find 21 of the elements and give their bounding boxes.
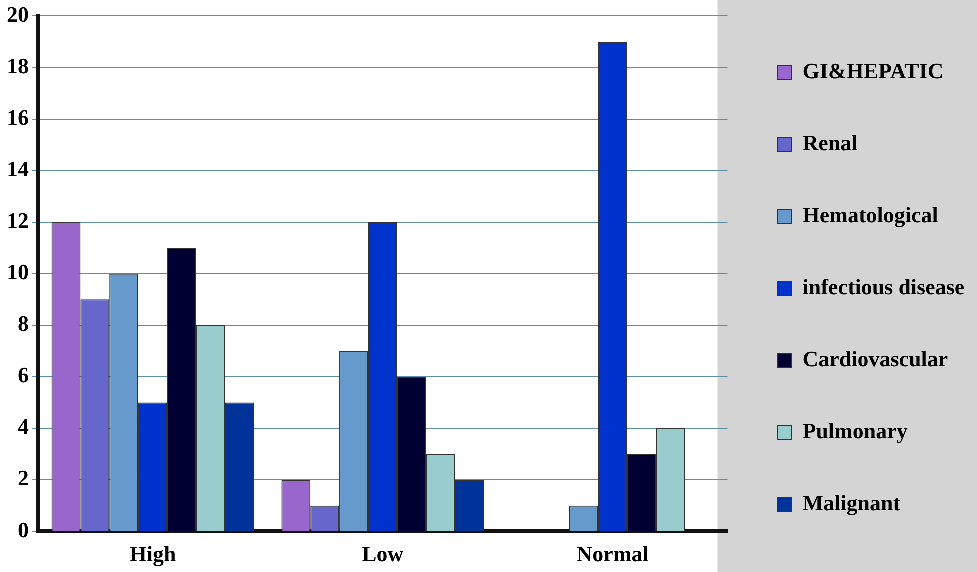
- y-tick-label: 12: [7, 208, 29, 234]
- legend-label: infectious disease: [802, 274, 965, 300]
- legend-label: Pulmonary: [802, 418, 908, 444]
- y-tick-label: 14: [7, 156, 29, 182]
- y-tick-label: 20: [7, 2, 29, 27]
- x-tick-label: Normal: [576, 541, 649, 566]
- legend-label: Cardiovascular: [802, 346, 948, 372]
- legend-label: GI&HEPATIC: [802, 58, 944, 84]
- y-tick-label: 0: [18, 517, 29, 542]
- y-tick-label: 4: [18, 414, 29, 440]
- legend-label: Hematological: [802, 202, 938, 228]
- y-tick-label: 6: [18, 362, 29, 388]
- y-tick-label: 16: [7, 104, 29, 130]
- y-tick-label: 18: [7, 53, 29, 78]
- y-tick-label: 10: [7, 260, 29, 285]
- y-tick-label: 8: [18, 311, 29, 336]
- x-tick-label: Low: [362, 541, 404, 566]
- legend-label: Renal: [802, 130, 858, 156]
- y-tick-label: 2: [18, 466, 29, 491]
- legend-label: Malignant: [802, 490, 902, 516]
- x-tick-label: High: [130, 541, 176, 566]
